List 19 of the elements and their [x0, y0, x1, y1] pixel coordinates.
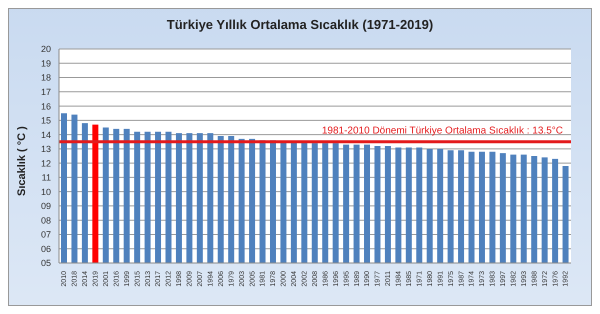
y-tick-label: 05 — [40, 258, 51, 268]
y-tick-label: 19 — [40, 58, 51, 68]
y-tick-label: 11 — [42, 172, 51, 183]
y-tick-label: 10 — [40, 186, 51, 197]
y-tick-label: 06 — [40, 244, 51, 254]
y-tick-label: 17 — [40, 86, 51, 97]
y-tick-label: 14 — [40, 130, 51, 140]
y-tick-label: 09 — [40, 201, 51, 212]
y-tick-label: 16 — [40, 101, 51, 112]
y-axis-title: Sıcaklık ( °C ) — [16, 126, 28, 196]
chart-title: Türkiye Yıllık Ortalama Sıcaklık (1971-2019) — [166, 16, 434, 34]
y-tick-label: 12 — [40, 158, 51, 168]
y-tick-label: 20 — [40, 44, 51, 54]
y-tick-label: 07 — [40, 230, 51, 240]
ref-line-label: 1981-2010 Dönemi Türkiye Ortalama Sıcaklık : 13.5°C — [322, 126, 563, 137]
y-tick-label: 15 — [40, 116, 51, 126]
y-tick-label: 08 — [40, 215, 51, 226]
y-tick-label: 18 — [40, 72, 51, 83]
y-tick-label: 13 — [40, 144, 51, 154]
